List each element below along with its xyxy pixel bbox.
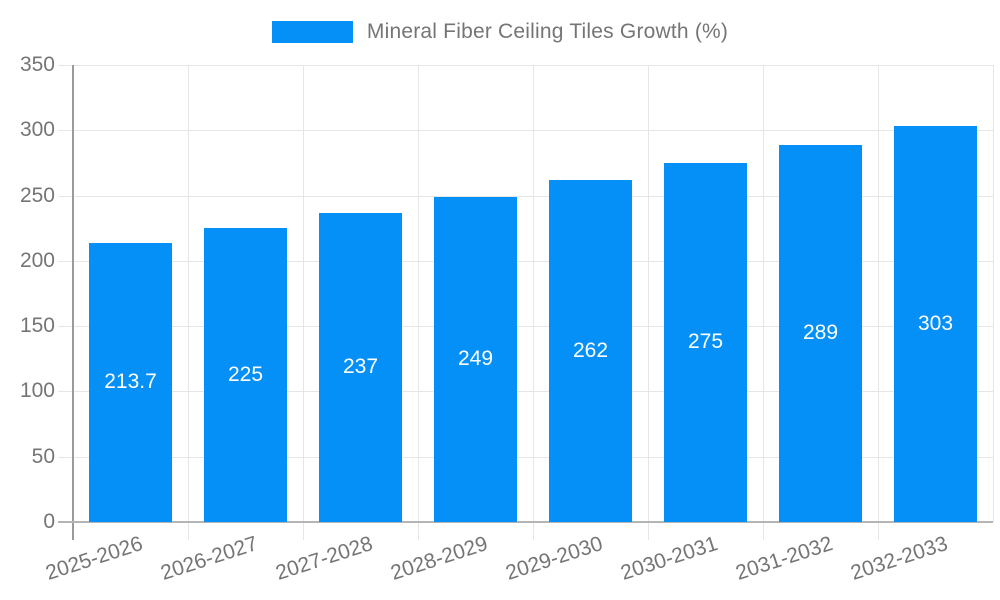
y-tick-mark	[58, 326, 73, 328]
y-tick-label: 250	[19, 183, 55, 207]
bar	[549, 179, 632, 522]
bar	[204, 228, 287, 522]
y-tick-label: 300	[19, 118, 55, 142]
y-tick-mark	[58, 195, 73, 197]
bar-value-label: 275	[687, 330, 724, 354]
y-tick-mark	[58, 65, 73, 66]
y-tick-label: 350	[19, 53, 55, 76]
bar-value-label: 225	[227, 363, 264, 387]
bar-value-label: 289	[802, 321, 839, 345]
bar	[779, 144, 862, 522]
bar	[89, 242, 172, 522]
y-axis-line	[72, 65, 74, 540]
x-tick-label: 2027-2028	[272, 532, 376, 585]
x-axis-line	[58, 521, 993, 523]
bar-value-label: 303	[917, 312, 954, 336]
v-gridline	[418, 65, 419, 540]
v-gridline	[763, 65, 764, 540]
x-tick-label: 2026-2027	[157, 532, 261, 585]
y-tick-label: 0	[43, 510, 55, 533]
legend-swatch	[271, 21, 353, 43]
bar	[894, 126, 977, 522]
v-gridline	[648, 65, 649, 540]
bar-value-label: 237	[342, 355, 379, 379]
bar-value-label: 262	[572, 338, 609, 362]
bar-value-label: 249	[457, 347, 494, 371]
v-gridline	[303, 65, 304, 540]
x-tick-label: 2029-2030	[502, 532, 606, 585]
y-tick-label: 200	[19, 248, 55, 272]
x-tick-label: 2028-2029	[387, 532, 491, 585]
y-tick-label: 50	[31, 444, 55, 468]
legend-label: Mineral Fiber Ceiling Tiles Growth (%)	[366, 20, 729, 43]
y-tick-mark	[58, 260, 73, 262]
bar	[319, 212, 402, 522]
v-gridline	[878, 65, 879, 540]
y-tick-mark	[58, 391, 73, 393]
y-tick-mark	[58, 130, 73, 132]
x-tick-label: 2025-2026	[42, 532, 146, 585]
x-tick-label: 2030-2031	[617, 532, 721, 585]
y-tick-mark	[58, 456, 73, 458]
chart-legend: Mineral Fiber Ceiling Tiles Growth (%)	[0, 20, 1000, 44]
v-gridline	[533, 65, 534, 540]
y-tick-label: 150	[19, 314, 55, 338]
v-gridline	[188, 65, 189, 540]
x-tick-label: 2031-2032	[732, 532, 836, 585]
bar	[434, 196, 517, 522]
x-tick-label: 2032-2033	[847, 532, 951, 585]
bar	[664, 162, 747, 522]
bar-value-label: 213.7	[104, 370, 157, 394]
v-gridline	[993, 65, 994, 522]
y-tick-label: 100	[19, 379, 55, 403]
